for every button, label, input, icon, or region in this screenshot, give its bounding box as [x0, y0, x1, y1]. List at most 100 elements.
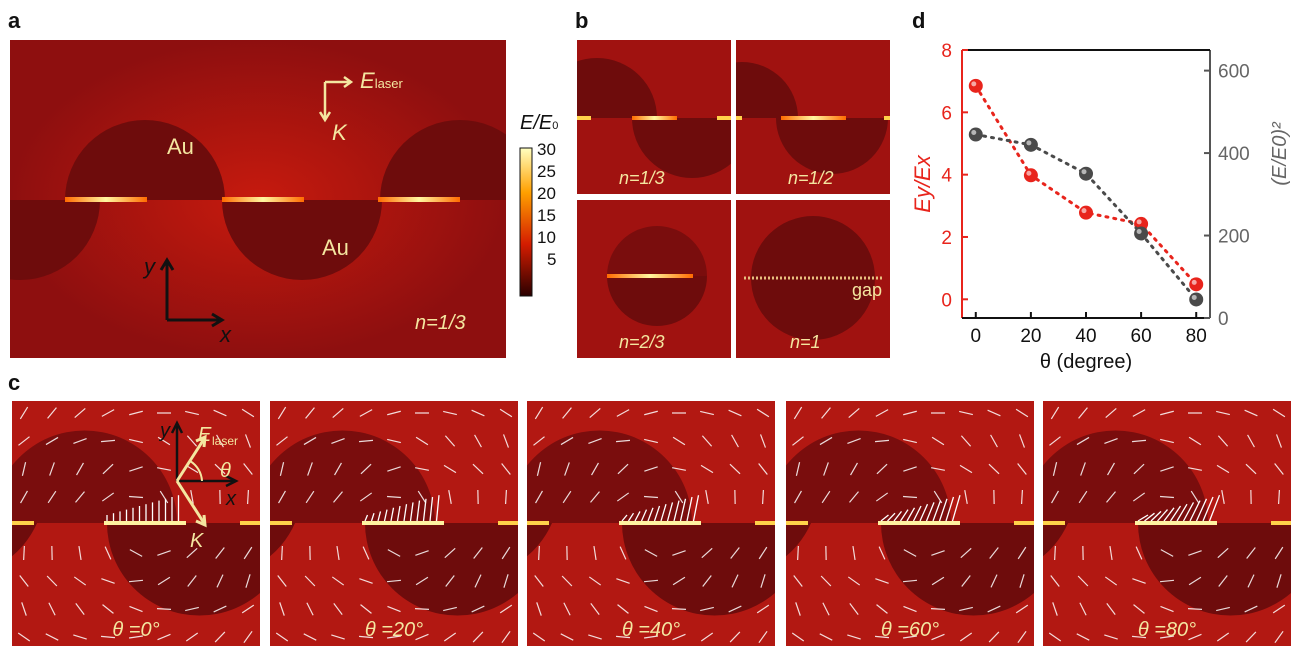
gap-field-arrow	[1208, 494, 1221, 522]
field-arrow	[157, 576, 171, 586]
field-arrow	[1160, 549, 1174, 557]
field-arrow	[847, 576, 861, 586]
field-arrow	[216, 574, 224, 588]
field-arrow	[731, 574, 739, 588]
gap-field-arrow	[640, 509, 648, 522]
x-tick-label: 40	[1075, 326, 1096, 347]
gap-field-arrow	[906, 507, 916, 522]
field-arrow	[307, 462, 313, 476]
gap-field-arrow	[938, 498, 948, 522]
field-arrow	[1080, 462, 1086, 476]
au-top-disk	[12, 430, 177, 523]
field-arrow	[1077, 575, 1089, 587]
hotspot-gap	[65, 197, 147, 202]
field-arrow	[1015, 604, 1029, 614]
field-arrow	[502, 434, 510, 448]
field-arrow	[1054, 545, 1056, 561]
field-arrow	[1131, 439, 1147, 443]
field-arrow	[849, 603, 859, 615]
field-arrow	[1079, 602, 1087, 616]
field-arrow	[1105, 407, 1117, 419]
field-arrow	[616, 578, 630, 584]
field-arrow	[1049, 436, 1061, 446]
field-arrow	[1216, 632, 1230, 642]
field-arrow	[1159, 579, 1175, 583]
colorbar: 30 25 20 15 10 5	[519, 140, 556, 297]
data-point-right	[1134, 226, 1149, 241]
data-point-highlight	[1191, 294, 1197, 300]
au-label-top: Au	[167, 134, 194, 159]
field-arrow	[960, 435, 972, 447]
gap-field-arrow	[925, 502, 935, 522]
field-arrow	[561, 575, 573, 587]
field-arrow	[729, 631, 741, 643]
gap-field-arrow	[377, 511, 382, 522]
gap-field-arrow	[887, 512, 896, 522]
field-arrow	[1188, 576, 1202, 586]
field-arrow	[588, 576, 602, 586]
field-arrow	[931, 436, 945, 446]
field-arrow	[1017, 463, 1027, 475]
field-arrow	[1216, 464, 1230, 474]
field-arrow	[534, 406, 544, 420]
field-arrow	[1159, 635, 1175, 639]
field-arrow	[1104, 634, 1118, 640]
field-arrow	[1131, 635, 1147, 639]
field-arrow	[959, 606, 973, 612]
field-arrow	[758, 630, 768, 644]
field-arrow	[474, 434, 482, 448]
field-arrow	[104, 546, 112, 560]
field-arrow	[930, 608, 946, 610]
field-arrow	[499, 604, 513, 614]
field-arrow	[874, 439, 890, 443]
field-arrow	[386, 579, 402, 583]
field-arrow	[875, 578, 889, 584]
au-top-disk	[786, 430, 951, 523]
field-arrow	[1132, 409, 1146, 417]
field-arrow	[334, 462, 342, 476]
au-bottom-disk	[222, 200, 382, 280]
field-arrow	[644, 605, 658, 613]
field-arrow	[564, 462, 570, 476]
field-arrow	[1221, 490, 1225, 504]
field-arrow	[822, 602, 830, 616]
field-arrow	[1277, 489, 1281, 505]
data-point-highlight	[1026, 140, 1032, 146]
gap-field-arrow	[686, 496, 693, 522]
field-arrow	[387, 410, 401, 416]
field-arrow	[129, 466, 143, 472]
y-right-tick-label: 400	[1218, 144, 1250, 165]
field-arrow	[671, 608, 687, 610]
y-left-tick-label: 2	[941, 228, 952, 249]
field-arrow	[730, 547, 740, 559]
gap-field-arrow	[893, 510, 903, 522]
field-arrow	[728, 409, 742, 417]
field-arrow	[700, 410, 714, 416]
field-arrow	[672, 436, 686, 446]
field-arrow	[129, 605, 143, 613]
xy-axes-icon	[159, 257, 225, 328]
field-arrow	[305, 407, 315, 419]
field-arrow	[902, 495, 918, 499]
field-arrow	[820, 575, 832, 587]
field-arrow	[415, 576, 429, 586]
field-arrow	[46, 575, 58, 587]
field-arrow	[534, 575, 544, 587]
field-arrow	[1216, 606, 1230, 612]
data-point-right	[1023, 137, 1038, 152]
e-laser-label: Elaser	[360, 68, 403, 93]
field-arrow	[129, 549, 143, 557]
field-arrow	[49, 462, 55, 476]
field-arrow	[819, 633, 833, 641]
field-arrow	[793, 406, 803, 420]
field-arrow	[990, 574, 998, 588]
colorbar-title: E/E0	[520, 112, 559, 134]
field-arrow	[562, 490, 572, 504]
field-arrow	[903, 466, 917, 472]
y-right-tick-label: 600	[1218, 62, 1250, 83]
field-arrow	[1160, 410, 1174, 416]
gap-field-arrow	[692, 495, 700, 522]
y-left-tick-label: 0	[941, 290, 952, 311]
theta-arc-icon	[189, 460, 203, 482]
